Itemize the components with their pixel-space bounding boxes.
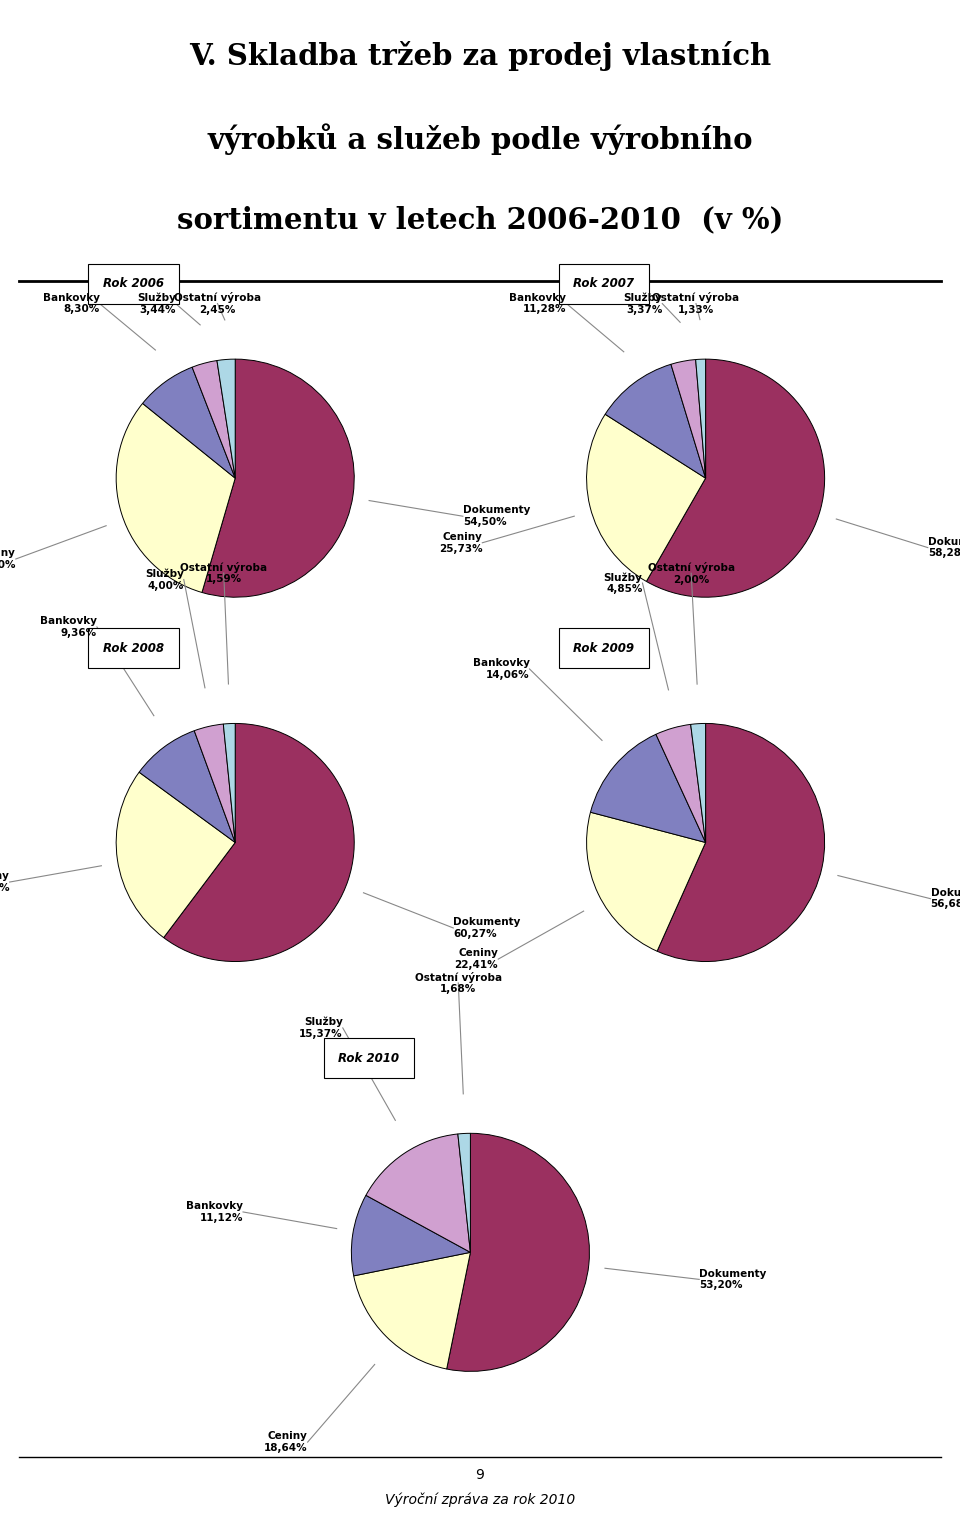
Text: Bankovky
11,28%: Bankovky 11,28% [510, 293, 566, 314]
Text: výrobků a služeb podle výrobního: výrobků a služeb podle výrobního [207, 123, 753, 155]
Text: Služby
3,44%: Služby 3,44% [136, 293, 176, 314]
Wedge shape [605, 364, 706, 478]
Text: Ceniny
24,79%: Ceniny 24,79% [0, 871, 10, 893]
Text: Ostatní výroba
2,00%: Ostatní výroba 2,00% [648, 562, 734, 584]
Text: sortimentu v letech 2006-2010  (v %): sortimentu v letech 2006-2010 (v %) [177, 205, 783, 234]
Text: Bankovky
14,06%: Bankovky 14,06% [472, 659, 530, 680]
Wedge shape [696, 360, 706, 478]
Text: Dokumenty
53,20%: Dokumenty 53,20% [699, 1269, 767, 1290]
Wedge shape [690, 724, 706, 842]
Wedge shape [194, 724, 235, 842]
Wedge shape [458, 1134, 470, 1252]
Wedge shape [139, 730, 235, 842]
Wedge shape [353, 1252, 470, 1369]
Wedge shape [116, 773, 235, 938]
Wedge shape [116, 404, 235, 592]
Text: Bankovky
8,30%: Bankovky 8,30% [42, 293, 100, 314]
Text: V. Skladba tržeb za prodej vlastních: V. Skladba tržeb za prodej vlastních [189, 41, 771, 71]
Wedge shape [202, 360, 354, 597]
Wedge shape [351, 1195, 470, 1277]
Wedge shape [224, 724, 235, 842]
Wedge shape [192, 361, 235, 478]
Text: Ceniny
25,73%: Ceniny 25,73% [439, 531, 482, 554]
Wedge shape [163, 724, 354, 961]
Text: Ceniny
31,30%: Ceniny 31,30% [0, 548, 15, 569]
Text: Služby
4,00%: Služby 4,00% [145, 568, 183, 591]
Text: Dokumenty
54,50%: Dokumenty 54,50% [463, 505, 530, 527]
Text: Ostatní výroba
2,45%: Ostatní výroba 2,45% [174, 293, 261, 314]
Text: Služby
3,37%: Služby 3,37% [623, 293, 662, 314]
Wedge shape [590, 735, 706, 842]
Text: Dokumenty
56,68%: Dokumenty 56,68% [930, 888, 960, 909]
Wedge shape [646, 360, 825, 597]
Text: Ceniny
18,64%: Ceniny 18,64% [264, 1431, 307, 1453]
Text: Rok 2010: Rok 2010 [338, 1052, 399, 1064]
Text: Služby
4,85%: Služby 4,85% [604, 572, 642, 594]
Text: Ostatní výroba
1,59%: Ostatní výroba 1,59% [180, 562, 267, 584]
Text: Ostatní výroba
1,33%: Ostatní výroba 1,33% [653, 293, 739, 314]
Text: Rok 2007: Rok 2007 [573, 278, 635, 290]
Text: Rok 2008: Rok 2008 [103, 642, 164, 654]
Text: Výroční zpráva za rok 2010: Výroční zpráva za rok 2010 [385, 1492, 575, 1507]
Wedge shape [671, 360, 706, 478]
Text: Bankovky
11,12%: Bankovky 11,12% [186, 1201, 243, 1224]
Wedge shape [143, 367, 235, 478]
Wedge shape [366, 1134, 470, 1252]
Text: 9: 9 [475, 1468, 485, 1483]
Text: Rok 2009: Rok 2009 [573, 642, 635, 654]
Wedge shape [656, 724, 706, 842]
Text: Bankovky
9,36%: Bankovky 9,36% [40, 616, 97, 638]
Text: Ceniny
22,41%: Ceniny 22,41% [455, 949, 498, 970]
Text: Služby
15,37%: Služby 15,37% [300, 1017, 343, 1038]
Wedge shape [587, 414, 706, 581]
Wedge shape [657, 724, 825, 961]
Text: Ostatní výroba
1,68%: Ostatní výroba 1,68% [415, 972, 502, 994]
Wedge shape [446, 1134, 589, 1371]
Wedge shape [587, 812, 706, 952]
Text: Dokumenty
58,28%: Dokumenty 58,28% [927, 537, 960, 559]
Wedge shape [217, 360, 235, 478]
Text: Rok 2006: Rok 2006 [103, 278, 164, 290]
Text: Dokumenty
60,27%: Dokumenty 60,27% [453, 917, 520, 938]
